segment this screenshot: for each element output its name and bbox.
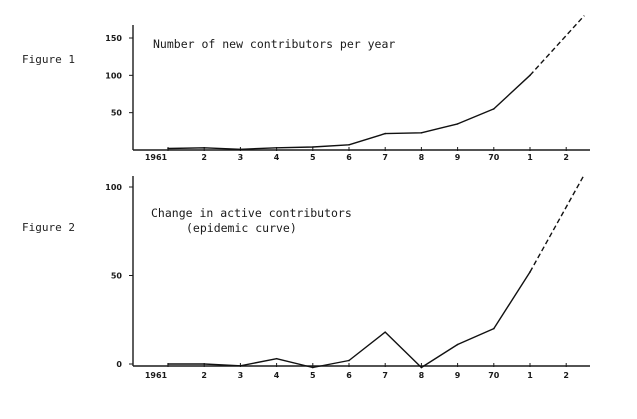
- chart-1-data-point: [384, 132, 387, 135]
- chart-2-x-tick-label: 1: [527, 371, 533, 380]
- chart-1-x-tick-label: 5: [310, 153, 316, 162]
- chart-1-title: Number of new contributors per year: [153, 37, 395, 51]
- chart-2-series-line: [168, 271, 531, 369]
- chart-2-data-point: [203, 363, 205, 365]
- chart-1-y-tick-label: 100: [105, 71, 122, 80]
- chart-1-x-tick-label: 9: [455, 153, 461, 162]
- chart-2-projection-line: [529, 174, 585, 273]
- chart-2-x-tick-label: 7: [382, 371, 388, 380]
- chart-active-contributors: Figure 2 Change in active contributors (…: [22, 174, 590, 380]
- chart-2-x-ticks: 1961 2 3 4 5 6 7 8 9 70 1 2: [145, 363, 569, 380]
- chart-1-x-tick-label: 6: [346, 153, 352, 162]
- chart-2-y-tick-label: 50: [111, 272, 123, 281]
- chart-2-subtitle: (epidemic curve): [186, 221, 297, 235]
- chart-2-x-tick-label: 70: [488, 371, 500, 380]
- chart-1-y-tick-label: 150: [105, 34, 122, 43]
- chart-1-x-tick-label: 7: [382, 153, 388, 162]
- chart-2-data-point: [348, 359, 350, 362]
- chart-2-x-tick-label: 6: [346, 371, 352, 380]
- chart-2-data-point: [384, 331, 387, 333]
- chart-2-y-ticks: 0 50 100: [105, 183, 133, 369]
- chart-2-x-tick-label: 2: [563, 371, 569, 380]
- chart-2-title: Change in active contributors: [151, 206, 352, 220]
- chart-2-x-tick-label: 2: [201, 371, 207, 380]
- chart-1-series: [167, 15, 585, 151]
- chart-new-contributors: Figure 1 Number of new contributors per …: [22, 15, 590, 162]
- chart-2-x-tick-label: 4: [274, 371, 280, 380]
- chart-2-x-tick-label: 5: [310, 371, 316, 380]
- figure-1-label: Figure 1: [22, 53, 75, 66]
- chart-1-x-tick-label: 4: [274, 153, 280, 162]
- chart-1-data-point: [420, 132, 423, 134]
- chart-2-x-tick-label: 8: [419, 371, 425, 380]
- chart-2-x-tick-label: 1961: [145, 371, 168, 380]
- chart-1-data-point: [203, 146, 205, 149]
- chart-1-x-tick-label: 2: [563, 153, 569, 162]
- chart-2-data-point: [312, 366, 314, 369]
- chart-1-data-point: [239, 148, 242, 151]
- chart-2-data-point: [493, 327, 495, 330]
- chart-1-y-ticks: 50 100 150: [105, 34, 133, 118]
- chart-2-data-point: [456, 343, 459, 346]
- chart-1-x-tick-label: 70: [488, 153, 500, 162]
- chart-1-projection-line: [529, 15, 585, 76]
- chart-2-data-point: [239, 364, 242, 367]
- chart-2-y-tick-label: 0: [116, 360, 122, 369]
- chart-1-data-point: [348, 143, 350, 146]
- chart-1-x-tick-label: 8: [419, 153, 425, 162]
- chart-1-x-tick-label: 2: [201, 153, 207, 162]
- chart-1-y-tick-label: 50: [111, 109, 123, 118]
- chart-2-data-point: [167, 363, 169, 365]
- chart-1-x-tick-label: 3: [238, 153, 244, 162]
- chart-1-data-point: [312, 146, 314, 148]
- figure-2-label: Figure 2: [22, 221, 75, 234]
- chart-2-x-tick-label: 9: [455, 371, 461, 380]
- chart-2-series: [167, 174, 585, 369]
- chart-1-x-tick-label: 1961: [145, 153, 168, 162]
- chart-1-x-tick-label: 1: [527, 153, 533, 162]
- chart-1-x-ticks: 1961 2 3 4 5 6 7 8 9 70 1 2: [145, 147, 569, 162]
- chart-1-data-point: [456, 123, 459, 125]
- chart-1-series-line: [167, 74, 531, 151]
- chart-2-data-point: [420, 366, 423, 369]
- chart-2-x-tick-label: 3: [238, 371, 244, 380]
- chart-2-y-tick-label: 100: [105, 183, 122, 192]
- chart-2-data-point: [275, 357, 278, 360]
- chart-1-data-point: [275, 146, 278, 149]
- chart-1-data-point: [167, 147, 169, 150]
- chart-1-data-point: [493, 108, 495, 110]
